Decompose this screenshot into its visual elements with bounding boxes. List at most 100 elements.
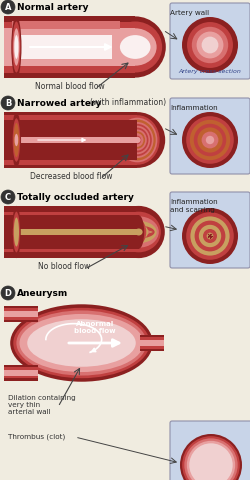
Text: No blood flow: No blood flow: [38, 262, 90, 271]
FancyBboxPatch shape: [140, 337, 163, 348]
Ellipse shape: [131, 133, 143, 147]
Ellipse shape: [13, 28, 20, 66]
Ellipse shape: [14, 123, 19, 157]
Ellipse shape: [14, 35, 18, 59]
Ellipse shape: [129, 132, 144, 149]
Ellipse shape: [112, 206, 164, 258]
FancyBboxPatch shape: [4, 120, 137, 160]
FancyBboxPatch shape: [4, 370, 38, 376]
Ellipse shape: [127, 130, 146, 151]
Circle shape: [181, 112, 237, 168]
FancyBboxPatch shape: [4, 220, 138, 244]
FancyBboxPatch shape: [4, 124, 137, 156]
FancyBboxPatch shape: [169, 98, 249, 174]
Circle shape: [194, 221, 224, 252]
Ellipse shape: [133, 215, 143, 249]
Ellipse shape: [118, 216, 158, 248]
Text: Artery wall: Artery wall: [169, 10, 208, 16]
Ellipse shape: [12, 112, 21, 168]
Ellipse shape: [126, 128, 148, 153]
FancyBboxPatch shape: [4, 124, 137, 156]
Ellipse shape: [133, 136, 141, 144]
Circle shape: [186, 22, 232, 68]
Text: B: B: [5, 98, 11, 108]
FancyBboxPatch shape: [4, 226, 138, 239]
Ellipse shape: [120, 221, 156, 243]
Text: Totally occluded artery: Totally occluded artery: [17, 192, 133, 202]
FancyBboxPatch shape: [12, 21, 120, 29]
Ellipse shape: [13, 212, 20, 252]
Text: (with inflammation): (with inflammation): [90, 98, 166, 108]
Ellipse shape: [120, 35, 150, 59]
FancyBboxPatch shape: [4, 132, 137, 147]
FancyBboxPatch shape: [4, 115, 137, 165]
FancyBboxPatch shape: [4, 229, 138, 235]
Ellipse shape: [109, 112, 164, 168]
Circle shape: [186, 116, 233, 164]
Circle shape: [182, 436, 239, 480]
FancyBboxPatch shape: [4, 129, 137, 151]
Ellipse shape: [104, 16, 165, 78]
FancyBboxPatch shape: [4, 221, 138, 243]
FancyBboxPatch shape: [140, 340, 163, 346]
Ellipse shape: [116, 212, 160, 252]
Circle shape: [201, 132, 218, 148]
Circle shape: [206, 233, 212, 240]
Ellipse shape: [14, 228, 18, 236]
Text: Dilation containing
very thin
arterial wall: Dilation containing very thin arterial w…: [8, 395, 76, 415]
FancyBboxPatch shape: [4, 225, 138, 240]
FancyBboxPatch shape: [4, 129, 137, 151]
Ellipse shape: [134, 137, 140, 143]
FancyBboxPatch shape: [12, 228, 138, 236]
Ellipse shape: [12, 22, 20, 72]
FancyBboxPatch shape: [4, 311, 38, 317]
Circle shape: [188, 444, 232, 480]
Ellipse shape: [13, 118, 20, 162]
Text: Thrombus (clot): Thrombus (clot): [8, 433, 65, 440]
Ellipse shape: [118, 120, 155, 160]
FancyBboxPatch shape: [4, 22, 135, 72]
Text: Abnormal
blood flow: Abnormal blood flow: [74, 321, 115, 334]
Ellipse shape: [13, 308, 149, 378]
Ellipse shape: [124, 230, 152, 234]
Text: Normal artery: Normal artery: [17, 2, 88, 12]
Circle shape: [191, 27, 227, 63]
FancyBboxPatch shape: [4, 136, 137, 144]
FancyBboxPatch shape: [4, 16, 135, 78]
Circle shape: [186, 441, 234, 480]
Text: Narrowed artery: Narrowed artery: [17, 98, 101, 108]
Circle shape: [189, 120, 229, 160]
Ellipse shape: [124, 126, 150, 154]
Circle shape: [198, 225, 220, 247]
Circle shape: [193, 124, 225, 156]
Circle shape: [190, 216, 229, 255]
Ellipse shape: [130, 220, 146, 244]
Ellipse shape: [206, 139, 212, 141]
Circle shape: [205, 136, 213, 144]
Ellipse shape: [128, 225, 148, 240]
Text: Inflammation: Inflammation: [169, 199, 217, 205]
FancyBboxPatch shape: [169, 421, 250, 480]
Text: Normal blood flow: Normal blood flow: [35, 82, 104, 91]
Text: Artery cross-section: Artery cross-section: [178, 69, 240, 74]
Text: Inflammation: Inflammation: [169, 105, 217, 111]
Ellipse shape: [134, 137, 139, 143]
FancyBboxPatch shape: [4, 215, 138, 249]
Ellipse shape: [117, 118, 157, 162]
FancyBboxPatch shape: [140, 335, 163, 351]
FancyBboxPatch shape: [4, 136, 137, 144]
Ellipse shape: [20, 314, 143, 372]
Circle shape: [202, 229, 216, 243]
Ellipse shape: [16, 311, 146, 375]
FancyBboxPatch shape: [169, 3, 249, 79]
Ellipse shape: [108, 22, 162, 72]
Circle shape: [179, 434, 241, 480]
FancyBboxPatch shape: [12, 35, 112, 59]
FancyBboxPatch shape: [169, 192, 249, 268]
Ellipse shape: [12, 206, 21, 258]
FancyBboxPatch shape: [4, 306, 38, 322]
FancyBboxPatch shape: [4, 309, 38, 320]
FancyBboxPatch shape: [4, 28, 135, 66]
Circle shape: [186, 212, 233, 260]
Text: Aneurysm: Aneurysm: [17, 288, 68, 298]
